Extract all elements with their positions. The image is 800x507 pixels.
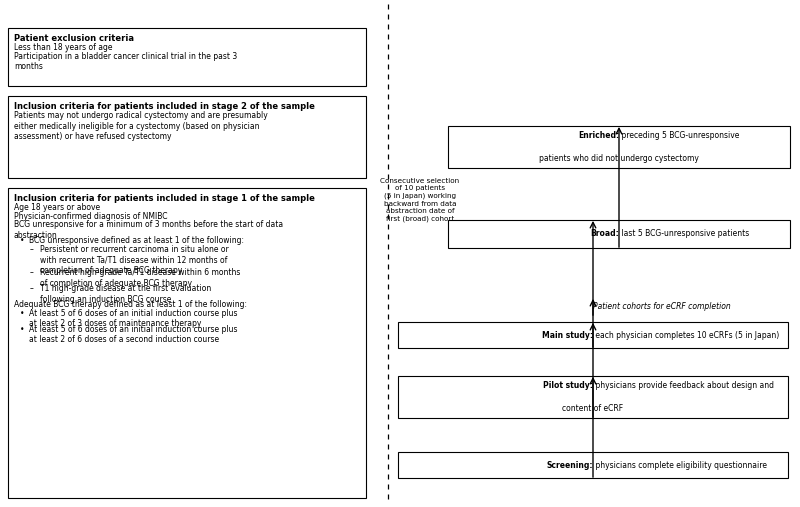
Bar (398, 452, 788, 478)
Text: Pilot study:: Pilot study: (543, 381, 593, 390)
Text: Screening:: Screening: (546, 460, 593, 469)
Text: Consecutive selection
of 10 patients
(5 in Japan) working
backward from data
abs: Consecutive selection of 10 patients (5 … (381, 178, 459, 222)
Text: physicians complete eligibility questionnaire: physicians complete eligibility question… (593, 460, 767, 469)
Text: patients who did not undergo cystectomy: patients who did not undergo cystectomy (539, 154, 699, 163)
Text: At least 5 of 6 doses of an initial induction course plus
at least 2 of 3 doses : At least 5 of 6 doses of an initial indu… (29, 309, 238, 328)
Text: physicians provide feedback about design and: physicians provide feedback about design… (593, 381, 774, 390)
Text: •: • (20, 236, 25, 245)
Text: •: • (20, 324, 25, 334)
Text: BCG unresponsive defined as at least 1 of the following:: BCG unresponsive defined as at least 1 o… (29, 236, 244, 245)
Text: Broad:: Broad: (590, 230, 619, 238)
Text: Recurrent high-grade Ta/T1 disease within 6 months
of completion of adequate BCG: Recurrent high-grade Ta/T1 disease withi… (40, 268, 240, 287)
Text: Persistent or recurrent carcinoma in situ alone or
with recurrent Ta/T1 disease : Persistent or recurrent carcinoma in sit… (40, 245, 229, 275)
Text: Patient cohorts for eCRF completion: Patient cohorts for eCRF completion (593, 302, 730, 311)
Bar (398, 322, 788, 348)
Text: Inclusion criteria for patients included in stage 2 of the sample: Inclusion criteria for patients included… (14, 102, 315, 111)
Text: •: • (20, 309, 25, 318)
Bar (398, 376, 788, 418)
Bar (448, 126, 790, 168)
Text: T1 high-grade disease at the first evaluation
following an induction BCG course: T1 high-grade disease at the first evalu… (40, 284, 211, 304)
Text: Patient exclusion criteria: Patient exclusion criteria (14, 34, 134, 43)
Text: preceding 5 BCG-unresponsive: preceding 5 BCG-unresponsive (619, 131, 739, 140)
Bar (448, 220, 790, 248)
Text: Patients may not undergo radical cystectomy and are presumably
either medically : Patients may not undergo radical cystect… (14, 112, 268, 141)
Text: –: – (30, 268, 34, 277)
Text: –: – (30, 245, 34, 254)
Text: last 5 BCG-unresponsive patients: last 5 BCG-unresponsive patients (619, 230, 750, 238)
Bar (8, 96, 366, 178)
Text: Age 18 years or above: Age 18 years or above (14, 203, 100, 212)
Text: Adequate BCG therapy defined as at least 1 of the following:: Adequate BCG therapy defined as at least… (14, 300, 247, 309)
Text: Less than 18 years of age: Less than 18 years of age (14, 44, 113, 52)
Text: BCG unresponsive for a minimum of 3 months before the start of data
abstraction: BCG unresponsive for a minimum of 3 mont… (14, 221, 283, 240)
Text: At least 5 of 6 doses of an initial induction course plus
at least 2 of 6 doses : At least 5 of 6 doses of an initial indu… (29, 324, 238, 344)
Text: Physician-confirmed diagnosis of NMIBC: Physician-confirmed diagnosis of NMIBC (14, 212, 167, 221)
Text: –: – (30, 284, 34, 293)
Text: Main study:: Main study: (542, 331, 593, 340)
Text: content of eCRF: content of eCRF (562, 404, 623, 413)
Text: Inclusion criteria for patients included in stage 1 of the sample: Inclusion criteria for patients included… (14, 194, 315, 203)
Bar (8, 188, 366, 498)
Text: Participation in a bladder cancer clinical trial in the past 3
months: Participation in a bladder cancer clinic… (14, 52, 238, 71)
Text: each physician completes 10 eCRFs (5 in Japan): each physician completes 10 eCRFs (5 in … (593, 331, 779, 340)
Text: Enriched:: Enriched: (578, 131, 619, 140)
Bar (8, 28, 366, 86)
